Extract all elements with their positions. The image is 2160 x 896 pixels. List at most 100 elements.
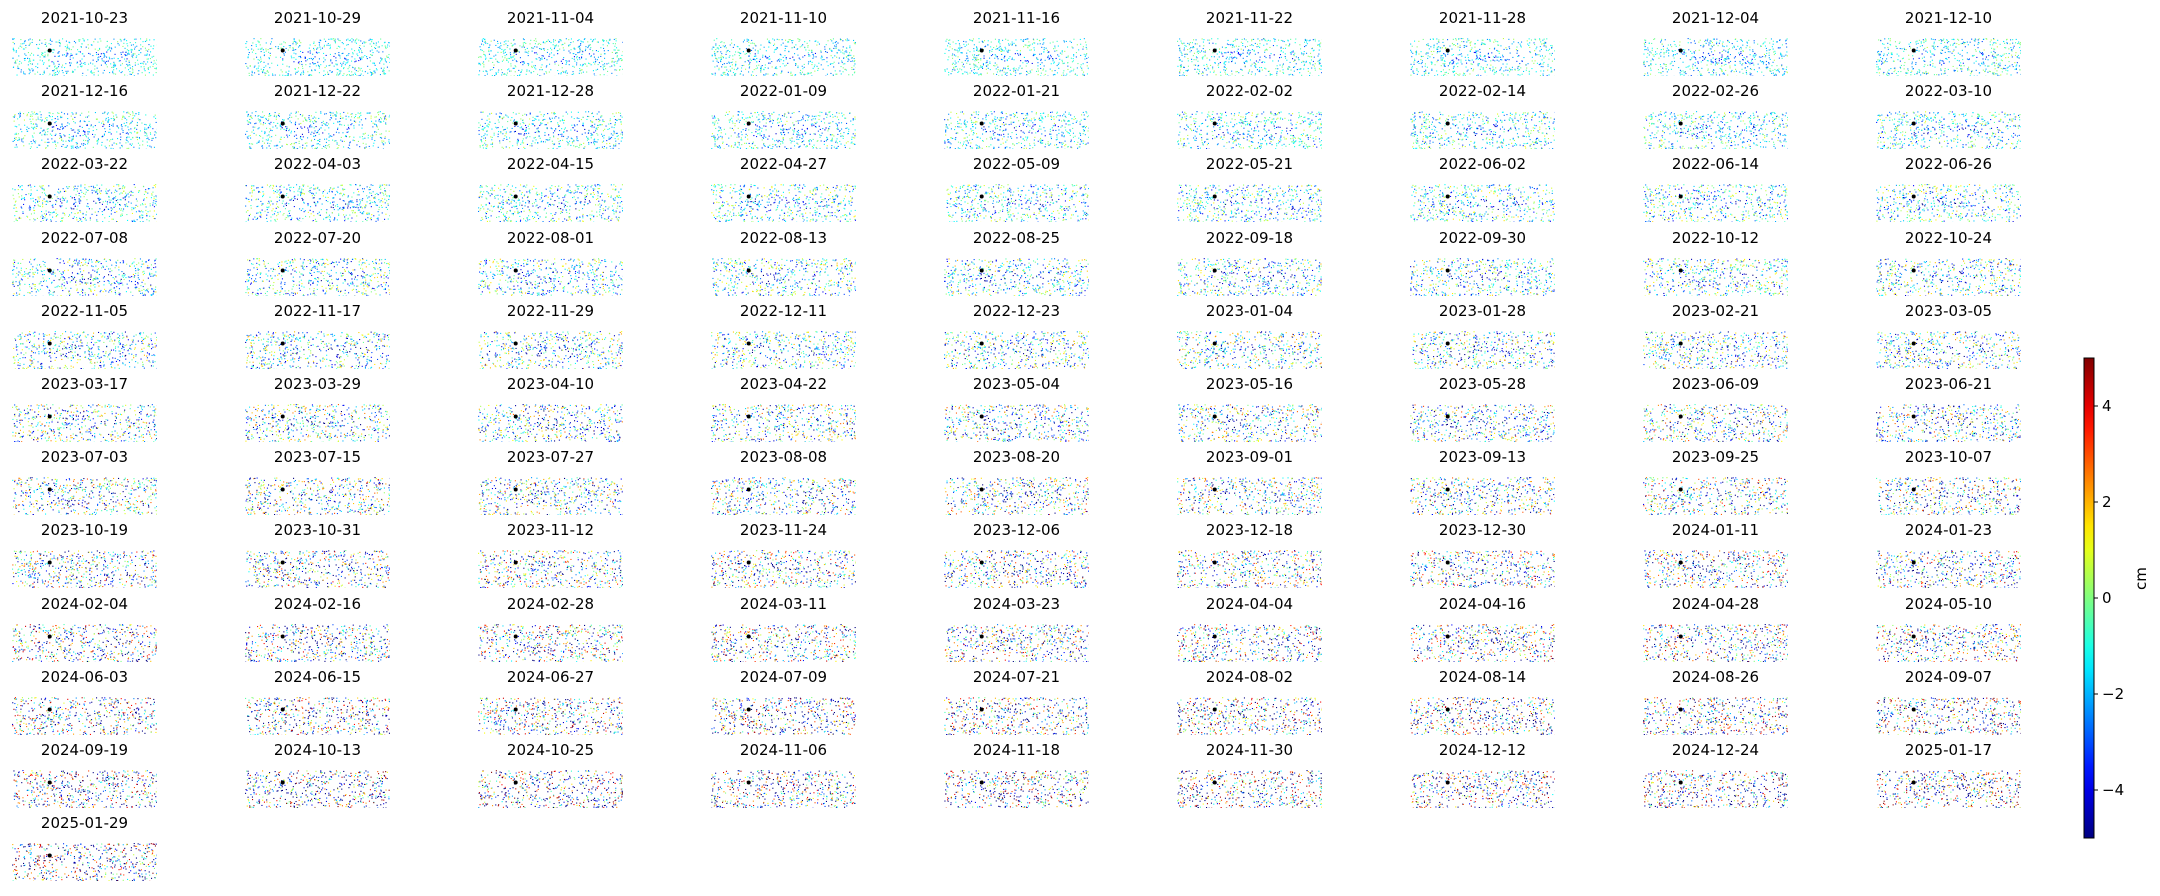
scatter-panel [944, 477, 1089, 516]
reference-point [1445, 268, 1450, 273]
reference-point [1212, 268, 1217, 273]
scatter-panel [712, 257, 856, 296]
scatter-panel [1410, 696, 1555, 735]
scatter-panel [1410, 184, 1555, 223]
reference-point [1212, 707, 1217, 712]
colorbar-tick-label: 2 [2102, 493, 2112, 511]
scatter-panel [1643, 477, 1788, 516]
reference-point [280, 268, 285, 273]
panel-title: 2023-10-07 [1869, 449, 2029, 466]
panel-title: 2022-06-02 [1403, 156, 1563, 173]
panel-title: 2022-06-14 [1636, 156, 1796, 173]
panel-title: 2021-12-16 [5, 83, 165, 100]
panel-title: 2022-02-14 [1403, 83, 1563, 100]
panel-title: 2025-01-17 [1869, 742, 2029, 759]
reference-point [513, 414, 518, 419]
scatter-panel [245, 696, 390, 735]
scatter-panel [12, 623, 157, 662]
reference-point [513, 194, 518, 199]
scatter-panel [711, 477, 856, 516]
reference-point [1212, 341, 1217, 346]
reference-point [1911, 487, 1916, 492]
reference-point [280, 487, 285, 492]
reference-point [1678, 341, 1683, 346]
scatter-panel [1876, 477, 2021, 516]
scatter-panel [1643, 331, 1788, 369]
panel-title: 2024-06-15 [238, 668, 398, 686]
reference-point [1212, 487, 1217, 492]
panel-title: 2024-11-06 [704, 742, 864, 759]
panel-title: 2022-12-23 [937, 302, 1097, 320]
scatter-panel [245, 550, 390, 589]
panel-title: 2023-01-04 [1170, 302, 1330, 320]
reference-point [979, 341, 984, 346]
reference-point [746, 414, 751, 419]
panel-title: 2022-07-20 [238, 229, 398, 247]
colorbar-tick-label: −4 [2102, 781, 2124, 799]
panel-title: 2024-03-11 [704, 595, 864, 613]
reference-point [1678, 414, 1683, 419]
panel-title: 2023-06-21 [1869, 376, 2029, 393]
reference-point [280, 414, 285, 419]
reference-point [1445, 487, 1450, 492]
reference-point [280, 634, 285, 639]
reference-point [979, 487, 984, 492]
scatter-panel [1177, 623, 1322, 662]
scatter-panel [711, 38, 856, 76]
scatter-panel [245, 770, 390, 808]
scatter-panel [12, 184, 157, 223]
scatter-panel [1643, 257, 1788, 296]
panel-title: 2024-12-12 [1403, 742, 1563, 759]
panel-title: 2024-12-24 [1636, 742, 1796, 759]
panel-title: 2023-03-05 [1869, 302, 2029, 320]
panel-title: 2023-04-10 [471, 376, 631, 393]
reference-point [1212, 414, 1217, 419]
reference-point [1445, 48, 1450, 53]
panel-title: 2023-11-12 [471, 522, 631, 539]
reference-point [1678, 780, 1683, 785]
panel-title: 2021-11-22 [1170, 10, 1330, 27]
panel-title: 2024-06-03 [5, 668, 165, 686]
reference-point [1678, 194, 1683, 199]
scatter-panel [1876, 623, 2021, 662]
panel-title: 2024-04-28 [1636, 595, 1796, 613]
scatter-panel [1177, 257, 1322, 296]
colorbar-tick-label: −2 [2102, 685, 2124, 703]
panel-title: 2023-04-22 [704, 376, 864, 393]
scatter-panel [944, 257, 1089, 296]
scatter-panel [12, 477, 157, 516]
scatter-panel [1410, 550, 1555, 589]
reference-point [47, 853, 52, 858]
panel-title: 2021-10-29 [238, 10, 398, 27]
scatter-panel [1876, 111, 2021, 150]
scatter-panel [478, 477, 623, 516]
scatter-panel [1643, 696, 1788, 735]
reference-point [1911, 268, 1916, 273]
scatter-panel [245, 330, 390, 369]
scatter-panel [711, 111, 856, 150]
scatter-panel [1410, 111, 1555, 150]
scatter-panel [944, 330, 1089, 369]
panel-title: 2022-08-13 [704, 229, 864, 247]
reference-point [1678, 48, 1683, 53]
reference-point [280, 194, 285, 199]
panel-title: 2022-01-21 [937, 83, 1097, 100]
panel-title: 2021-11-28 [1403, 10, 1563, 27]
panel-title: 2023-12-06 [937, 522, 1097, 539]
panel-title: 2023-10-31 [238, 522, 398, 539]
scatter-panel [1412, 330, 1555, 369]
colorbar-tick-label: 4 [2102, 397, 2112, 415]
reference-point [47, 48, 52, 53]
reference-point [979, 194, 984, 199]
panel-title: 2023-06-09 [1636, 376, 1796, 393]
scatter-panel [1644, 550, 1788, 589]
scatter-panel [1643, 404, 1788, 442]
reference-point [513, 48, 518, 53]
panel-title: 2024-07-21 [937, 668, 1097, 686]
panel-title: 2023-12-18 [1170, 522, 1330, 539]
scatter-panel [245, 111, 390, 150]
scatter-panel [1177, 38, 1322, 76]
reference-point [513, 707, 518, 712]
reference-point [1678, 121, 1683, 126]
panel-title: 2024-01-11 [1636, 522, 1796, 539]
